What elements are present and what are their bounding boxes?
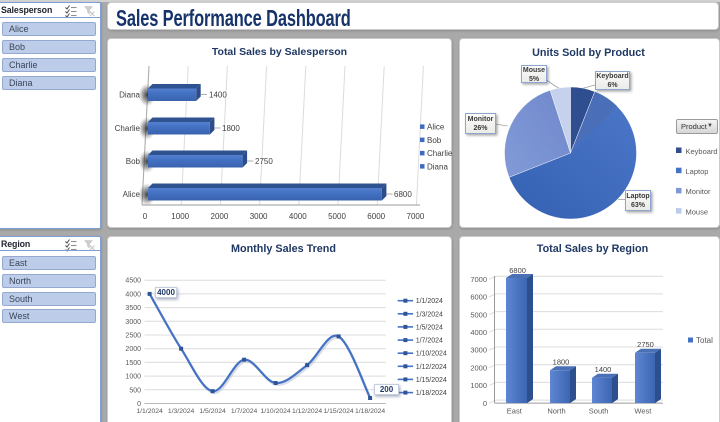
svg-text:Mouse: Mouse xyxy=(686,207,709,216)
svg-text:2750: 2750 xyxy=(637,340,654,349)
svg-text:Laptop: Laptop xyxy=(686,167,709,176)
svg-text:Charlie: Charlie xyxy=(427,149,453,158)
svg-text:Keyboard: Keyboard xyxy=(686,147,718,156)
svg-text:0: 0 xyxy=(483,399,487,408)
svg-text:7000: 7000 xyxy=(407,212,425,221)
svg-text:1/5/2024: 1/5/2024 xyxy=(416,324,443,331)
svg-text:5000: 5000 xyxy=(328,212,346,221)
svg-text:1/1/2024: 1/1/2024 xyxy=(136,408,163,415)
svg-text:Diana: Diana xyxy=(427,162,448,171)
svg-text:1/3/2024: 1/3/2024 xyxy=(416,311,443,318)
svg-text:1/12/2024: 1/12/2024 xyxy=(416,364,447,371)
svg-text:1/18/2024: 1/18/2024 xyxy=(355,408,385,415)
svg-text:500: 500 xyxy=(129,387,141,394)
svg-text:1000: 1000 xyxy=(470,381,487,390)
svg-text:2000: 2000 xyxy=(211,212,229,221)
svg-text:Monitor: Monitor xyxy=(686,187,712,196)
svg-text:1/15/2024: 1/15/2024 xyxy=(323,408,353,415)
svg-text:1/10/2024: 1/10/2024 xyxy=(416,351,447,358)
svg-text:Total: Total xyxy=(696,336,713,345)
svg-text:4000: 4000 xyxy=(125,291,141,298)
svg-text:1500: 1500 xyxy=(125,360,141,367)
svg-text:6000: 6000 xyxy=(470,293,487,302)
svg-text:4000: 4000 xyxy=(289,212,307,221)
svg-text:1/1/2024: 1/1/2024 xyxy=(416,298,443,305)
svg-text:3000: 3000 xyxy=(470,346,487,355)
svg-text:Charlie: Charlie xyxy=(115,124,141,133)
svg-text:1/18/2024: 1/18/2024 xyxy=(416,390,447,397)
svg-text:1000: 1000 xyxy=(171,212,189,221)
svg-text:2750: 2750 xyxy=(255,157,273,166)
svg-text:5000: 5000 xyxy=(470,310,487,319)
svg-text:3000: 3000 xyxy=(125,319,141,326)
svg-text:Alice: Alice xyxy=(123,190,141,199)
svg-text:Bob: Bob xyxy=(126,157,141,166)
svg-text:1/12/2024: 1/12/2024 xyxy=(292,408,322,415)
svg-text:2000: 2000 xyxy=(470,363,487,372)
svg-text:1/5/2024: 1/5/2024 xyxy=(199,408,226,415)
svg-text:6000: 6000 xyxy=(367,212,385,221)
svg-text:1/7/2024: 1/7/2024 xyxy=(231,408,258,415)
svg-text:1400: 1400 xyxy=(595,365,612,374)
svg-text:7000: 7000 xyxy=(470,275,487,284)
svg-text:1000: 1000 xyxy=(125,374,141,381)
svg-text:2000: 2000 xyxy=(125,346,141,353)
svg-text:6800: 6800 xyxy=(509,266,526,275)
svg-text:Alice: Alice xyxy=(427,123,445,132)
svg-text:1/7/2024: 1/7/2024 xyxy=(416,338,443,345)
svg-text:1800: 1800 xyxy=(222,124,240,133)
svg-text:4000: 4000 xyxy=(470,328,487,337)
svg-text:South: South xyxy=(589,407,609,416)
svg-text:1/3/2024: 1/3/2024 xyxy=(168,408,195,415)
svg-text:East: East xyxy=(507,407,523,416)
svg-text:0: 0 xyxy=(137,401,141,408)
svg-text:0: 0 xyxy=(143,212,148,221)
svg-text:North: North xyxy=(547,407,565,416)
svg-text:6800: 6800 xyxy=(394,190,412,199)
svg-text:Bob: Bob xyxy=(427,136,442,145)
svg-text:1400: 1400 xyxy=(209,91,227,100)
svg-text:Diana: Diana xyxy=(119,91,140,100)
svg-text:3500: 3500 xyxy=(125,305,141,312)
svg-text:2500: 2500 xyxy=(125,333,141,340)
svg-text:4500: 4500 xyxy=(125,278,141,285)
svg-text:1/10/2024: 1/10/2024 xyxy=(260,408,290,415)
svg-text:3000: 3000 xyxy=(250,212,268,221)
svg-text:1800: 1800 xyxy=(553,358,570,367)
svg-text:1/15/2024: 1/15/2024 xyxy=(416,377,447,384)
svg-text:West: West xyxy=(634,407,652,416)
